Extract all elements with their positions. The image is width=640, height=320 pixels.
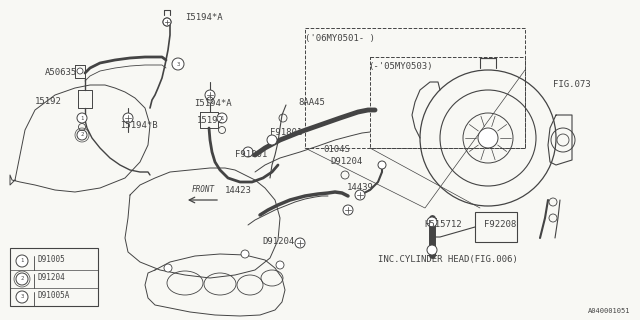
Bar xyxy=(10,248,98,306)
Circle shape xyxy=(378,161,386,169)
Text: 2: 2 xyxy=(81,132,84,138)
Text: D91204: D91204 xyxy=(262,237,294,246)
Circle shape xyxy=(205,90,215,100)
Circle shape xyxy=(16,255,28,267)
Text: 15192: 15192 xyxy=(197,116,224,125)
Text: 14423: 14423 xyxy=(225,186,252,195)
Circle shape xyxy=(163,18,171,26)
Text: I5194*B: I5194*B xyxy=(120,121,157,130)
Circle shape xyxy=(267,135,277,145)
Circle shape xyxy=(355,190,365,200)
Text: A040001051: A040001051 xyxy=(588,308,630,314)
Text: D91204: D91204 xyxy=(330,157,362,166)
Circle shape xyxy=(163,18,171,26)
Text: 14439: 14439 xyxy=(347,183,374,192)
Text: 1: 1 xyxy=(81,116,84,121)
Text: (-'05MY0503): (-'05MY0503) xyxy=(368,62,433,71)
Text: I5194*A: I5194*A xyxy=(194,99,232,108)
Circle shape xyxy=(172,58,184,70)
Text: F91801: F91801 xyxy=(270,128,302,137)
Circle shape xyxy=(77,113,87,123)
Text: D91005A: D91005A xyxy=(38,292,70,300)
Bar xyxy=(475,212,517,242)
Circle shape xyxy=(241,250,249,258)
Text: 3: 3 xyxy=(20,294,24,300)
Circle shape xyxy=(123,113,133,123)
Circle shape xyxy=(77,130,87,140)
Text: D91005: D91005 xyxy=(38,255,66,265)
Circle shape xyxy=(77,68,83,74)
Circle shape xyxy=(295,238,305,248)
Text: INC.CYLINDER HEAD(FIG.006): INC.CYLINDER HEAD(FIG.006) xyxy=(378,255,518,264)
Circle shape xyxy=(243,147,253,157)
Text: 1: 1 xyxy=(220,116,223,121)
Circle shape xyxy=(343,205,353,215)
Circle shape xyxy=(276,261,284,269)
Circle shape xyxy=(164,264,172,272)
Text: 8AA45: 8AA45 xyxy=(298,98,325,107)
Text: H515712: H515712 xyxy=(424,220,461,229)
Text: A50635: A50635 xyxy=(45,68,77,77)
Circle shape xyxy=(16,273,28,285)
Circle shape xyxy=(217,113,227,123)
Circle shape xyxy=(16,291,28,303)
Text: 0104S: 0104S xyxy=(323,145,350,154)
Text: 2: 2 xyxy=(20,276,24,282)
Text: ('06MY0501- ): ('06MY0501- ) xyxy=(305,34,375,43)
Text: 3: 3 xyxy=(177,61,180,67)
Text: 15192: 15192 xyxy=(35,97,62,106)
Circle shape xyxy=(427,217,437,227)
Circle shape xyxy=(427,245,437,255)
Text: I5194*A: I5194*A xyxy=(185,13,223,22)
Text: F92208: F92208 xyxy=(484,220,516,229)
Text: F91801: F91801 xyxy=(235,150,268,159)
Text: 1: 1 xyxy=(20,259,24,263)
Circle shape xyxy=(478,128,498,148)
Text: FIG.073: FIG.073 xyxy=(553,80,591,89)
Text: D91204: D91204 xyxy=(38,274,66,283)
Text: FRONT: FRONT xyxy=(192,185,215,194)
